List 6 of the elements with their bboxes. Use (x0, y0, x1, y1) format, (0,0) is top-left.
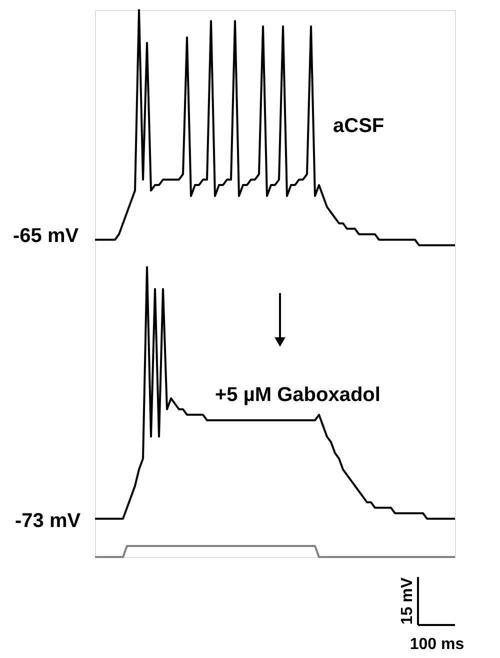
annotation: +5 µM Gaboxadol (215, 384, 380, 406)
text: 15 mV (399, 577, 416, 625)
annotation: aCSF (333, 115, 384, 137)
text: -65 mV (13, 225, 80, 247)
text: 100 ms (410, 636, 464, 653)
text: -73 mV (15, 510, 82, 532)
